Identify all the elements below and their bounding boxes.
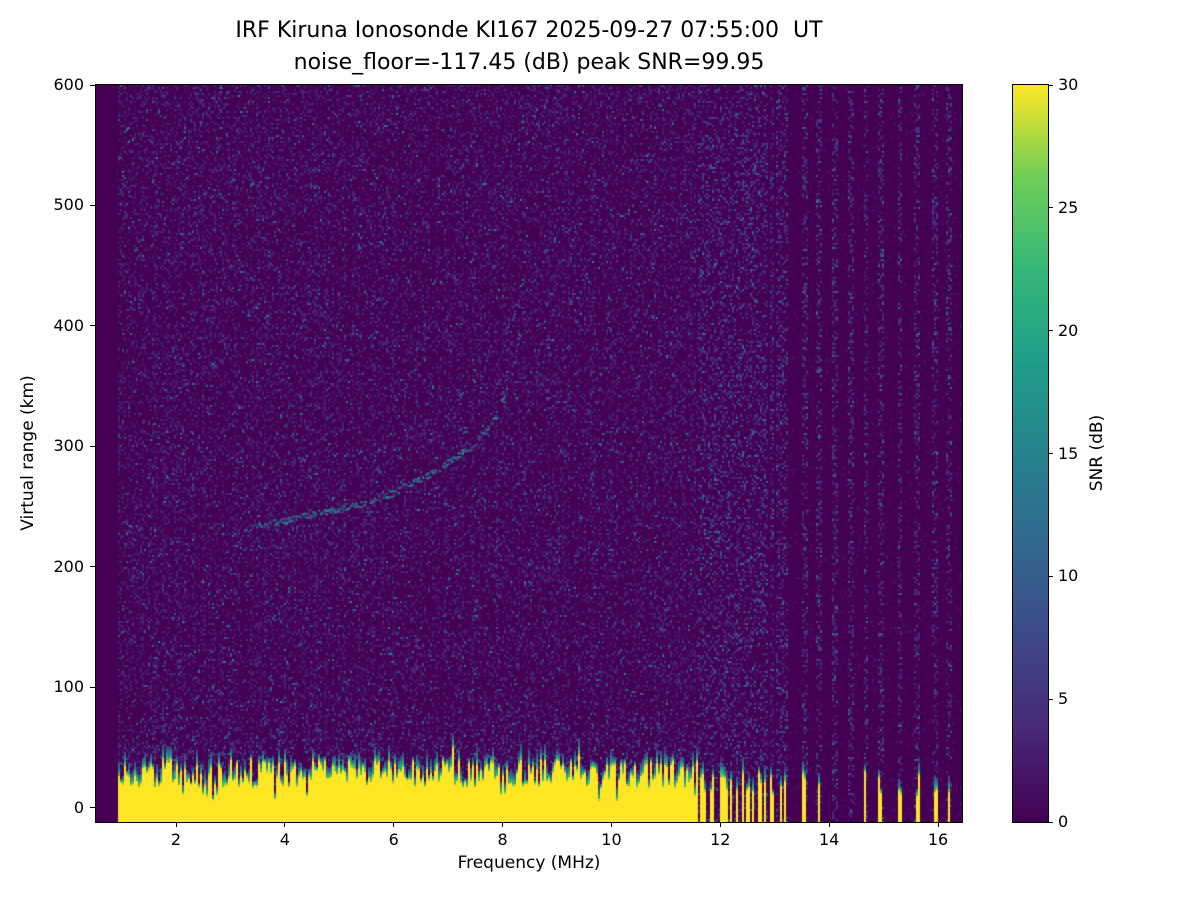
y-tick-mark xyxy=(90,807,95,809)
y-tick-mark xyxy=(90,445,95,447)
colorbar xyxy=(1012,84,1049,823)
colorbar-canvas xyxy=(1013,85,1048,822)
y-axis-label: Virtual range (km) xyxy=(18,375,38,531)
x-tick-mark xyxy=(828,823,830,827)
x-tick-label: 10 xyxy=(601,830,622,849)
y-tick-mark xyxy=(90,204,95,206)
x-tick-mark xyxy=(284,823,286,827)
colorbar-tick-label: 25 xyxy=(1058,197,1079,217)
x-tick-mark xyxy=(393,823,395,827)
x-tick-label: 14 xyxy=(819,830,840,849)
x-tick-label: 6 xyxy=(388,830,399,849)
x-tick-label: 4 xyxy=(279,830,290,849)
colorbar-tick-label: 20 xyxy=(1058,320,1079,340)
x-tick-mark xyxy=(937,823,939,827)
colorbar-tick-mark xyxy=(1049,207,1053,209)
colorbar-tick-mark xyxy=(1049,575,1053,577)
y-tick-label: 300 xyxy=(53,436,84,456)
x-axis-label: Frequency (MHz) xyxy=(457,853,601,873)
colorbar-tick-label: 0 xyxy=(1058,812,1069,831)
y-tick-mark xyxy=(90,84,95,86)
x-tick-mark xyxy=(719,823,721,827)
y-tick-label: 0 xyxy=(73,797,84,817)
y-tick-mark xyxy=(90,686,95,688)
colorbar-tick-label: 30 xyxy=(1058,75,1079,94)
x-tick-mark xyxy=(610,823,612,827)
colorbar-tick-label: 5 xyxy=(1058,689,1069,709)
x-tick-label: 8 xyxy=(497,830,508,849)
y-tick-mark xyxy=(90,325,95,327)
x-tick-label: 12 xyxy=(710,830,731,849)
heatmap-canvas xyxy=(96,85,962,822)
y-tick-label: 500 xyxy=(53,195,84,215)
colorbar-tick-mark xyxy=(1049,84,1053,86)
chart-subtitle: noise_floor=-117.45 (dB) peak SNR=99.95 xyxy=(293,50,765,75)
y-tick-mark xyxy=(90,566,95,568)
colorbar-tick-label: 10 xyxy=(1058,566,1079,586)
x-tick-mark xyxy=(502,823,504,827)
y-tick-label: 600 xyxy=(53,75,84,94)
y-tick-label: 200 xyxy=(53,556,84,576)
colorbar-tick-label: 15 xyxy=(1058,443,1079,463)
chart-title: IRF Kiruna Ionosonde KI167 2025-09-27 07… xyxy=(235,18,823,43)
colorbar-tick-mark xyxy=(1049,821,1053,823)
colorbar-tick-mark xyxy=(1049,330,1053,332)
x-tick-label: 2 xyxy=(170,830,182,849)
colorbar-label: SNR (dB) xyxy=(1087,414,1107,492)
x-tick-mark xyxy=(175,823,177,827)
x-tick-label: 16 xyxy=(927,830,949,849)
y-tick-label: 100 xyxy=(53,677,84,697)
y-tick-label: 400 xyxy=(53,315,84,335)
plot-area xyxy=(95,84,963,823)
colorbar-tick-mark xyxy=(1049,453,1053,454)
colorbar-tick-mark xyxy=(1049,698,1053,700)
